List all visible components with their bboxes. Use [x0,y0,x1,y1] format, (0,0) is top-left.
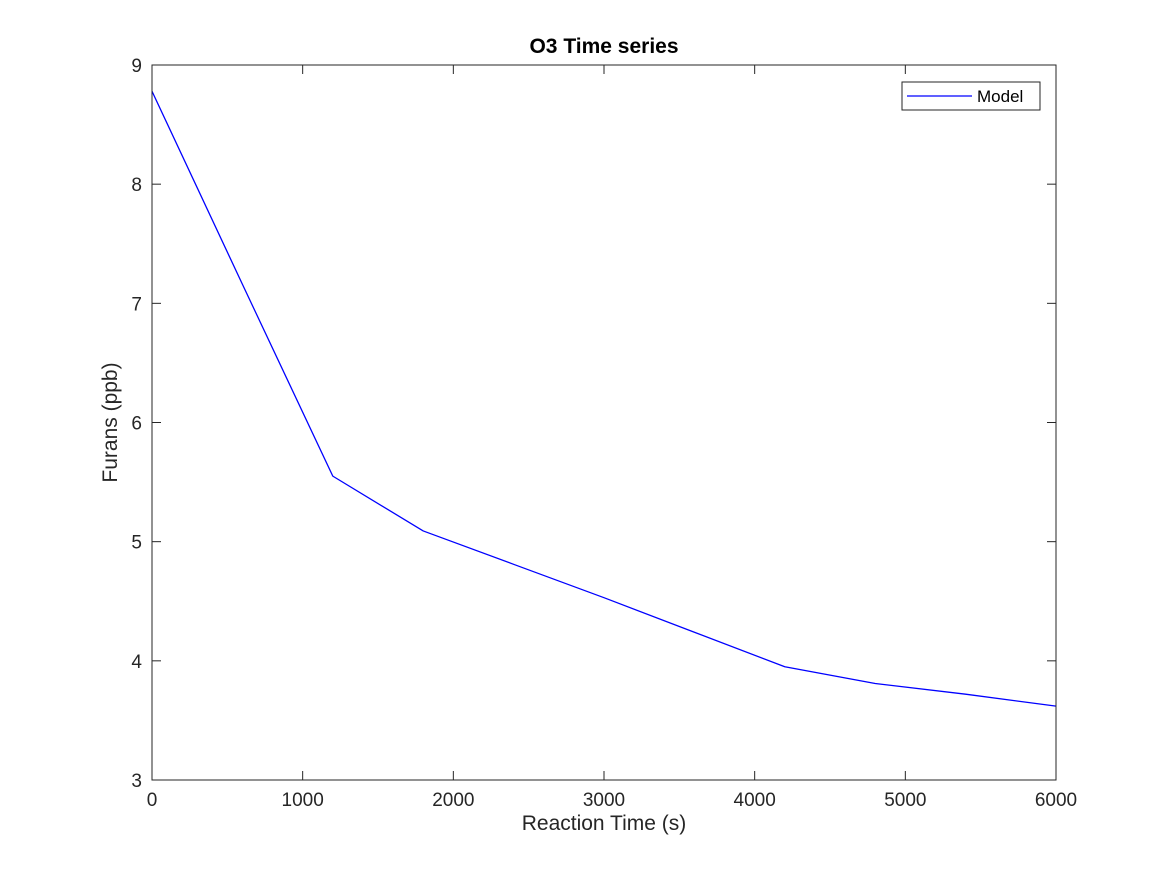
x-tick-label: 4000 [734,790,776,811]
x-axis-label: Reaction Time (s) [522,812,687,835]
y-tick-label: 6 [131,414,142,435]
legend-label: Model [977,87,1023,106]
y-tick-label: 5 [131,533,142,554]
y-tick-label: 7 [131,294,142,315]
x-tick-label: 3000 [583,790,625,811]
x-tick-label: 5000 [884,790,926,811]
x-tick-label: 6000 [1035,790,1077,811]
x-axis: 0 1000 2000 3000 4000 5000 6000 [147,65,1077,811]
legend: Model [901,81,1041,111]
plot-area [152,65,1056,780]
x-tick-label: 1000 [282,790,324,811]
series-layer [151,90,1057,707]
series-line-model [151,90,1057,707]
y-tick-label: 8 [131,175,142,196]
chart-title: O3 Time series [529,35,678,58]
y-tick-label: 4 [131,652,142,673]
x-tick-label: 0 [147,790,158,811]
x-tick-label: 2000 [432,790,474,811]
y-tick-label: 9 [131,56,142,77]
y-tick-label: 3 [131,771,142,792]
y-axis-label: Furans (ppb) [99,362,122,482]
y-axis: 3 4 5 6 7 8 9 [131,56,1056,792]
